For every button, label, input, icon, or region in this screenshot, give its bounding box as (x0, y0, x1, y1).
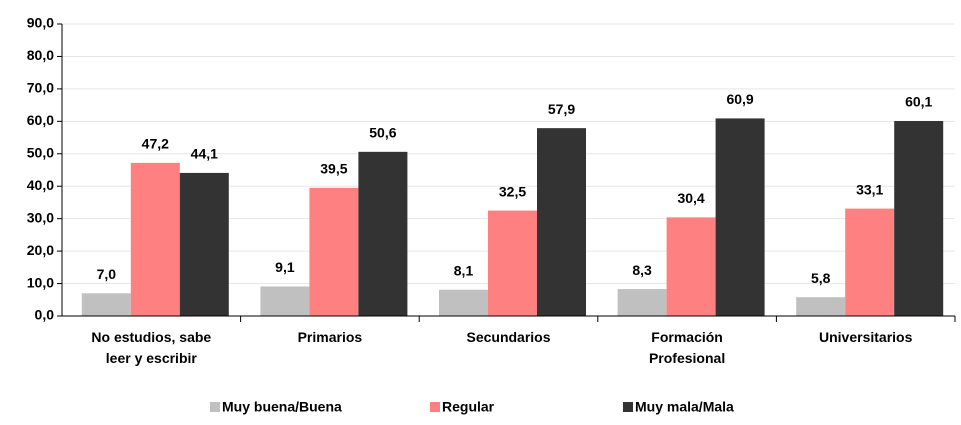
y-tick-label: 30,0 (27, 209, 54, 225)
legend-swatch (430, 402, 440, 412)
value-label: 47,2 (142, 136, 169, 152)
x-tick-label: Secundarios (466, 329, 550, 345)
bar (309, 187, 359, 316)
x-tick-label-line: Profesional (649, 350, 725, 366)
x-tick-label: No estudios, sabe leer y escribir (91, 329, 211, 366)
value-label: 9,1 (275, 259, 295, 275)
value-label: 57,9 (548, 101, 575, 117)
value-label: 5,8 (811, 270, 831, 286)
value-label: 30,4 (677, 190, 704, 206)
value-label: 8,3 (632, 262, 652, 278)
legend-swatch (210, 402, 220, 412)
legend-label: Muy buena/Buena (222, 399, 342, 415)
bar (81, 293, 131, 316)
x-tick-label-line: Universitarios (819, 329, 913, 345)
value-label: 7,0 (97, 266, 117, 282)
bar (666, 217, 716, 316)
y-tick-label: 0,0 (35, 307, 55, 323)
x-tick-label-line: Secundarios (466, 329, 550, 345)
x-tick-label-line: leer y escribir (106, 350, 198, 366)
value-label: 32,5 (499, 183, 526, 199)
value-label: 33,1 (856, 181, 883, 197)
value-label: 60,1 (905, 94, 932, 110)
y-tick-label: 90,0 (27, 15, 54, 31)
legend-label: Regular (442, 399, 495, 415)
value-label: 50,6 (369, 125, 396, 141)
y-tick-label: 50,0 (27, 144, 54, 160)
y-tick-label: 70,0 (27, 80, 54, 96)
bar (488, 210, 537, 316)
bar (439, 289, 488, 316)
legend-label: Muy mala/Mala (635, 399, 734, 415)
x-tick-label: Primarios (298, 329, 363, 345)
y-tick-label: 40,0 (27, 177, 54, 193)
x-tick-label-line: Formación (651, 329, 723, 345)
y-tick-label: 80,0 (27, 47, 54, 63)
value-label: 39,5 (320, 161, 347, 177)
bar (715, 118, 765, 316)
x-tick-label-line: Primarios (298, 329, 363, 345)
legend-swatch (623, 402, 633, 412)
x-tick-label-line: No estudios, sabe (91, 329, 211, 345)
value-label: 60,9 (726, 91, 753, 107)
value-label: 44,1 (191, 146, 218, 162)
bar (845, 208, 895, 316)
x-tick-label: Universitarios (819, 329, 913, 345)
bar (617, 289, 667, 316)
y-tick-label: 20,0 (27, 242, 54, 258)
value-label: 8,1 (454, 262, 474, 278)
bar (537, 128, 586, 316)
bar (179, 172, 229, 316)
bar (796, 297, 846, 316)
y-tick-label: 10,0 (27, 274, 54, 290)
bar (260, 286, 310, 316)
y-tick-label: 60,0 (27, 112, 54, 128)
bar (358, 151, 408, 316)
x-tick-label: Formación Profesional (649, 329, 725, 366)
bar (894, 121, 944, 317)
bar (130, 162, 180, 316)
